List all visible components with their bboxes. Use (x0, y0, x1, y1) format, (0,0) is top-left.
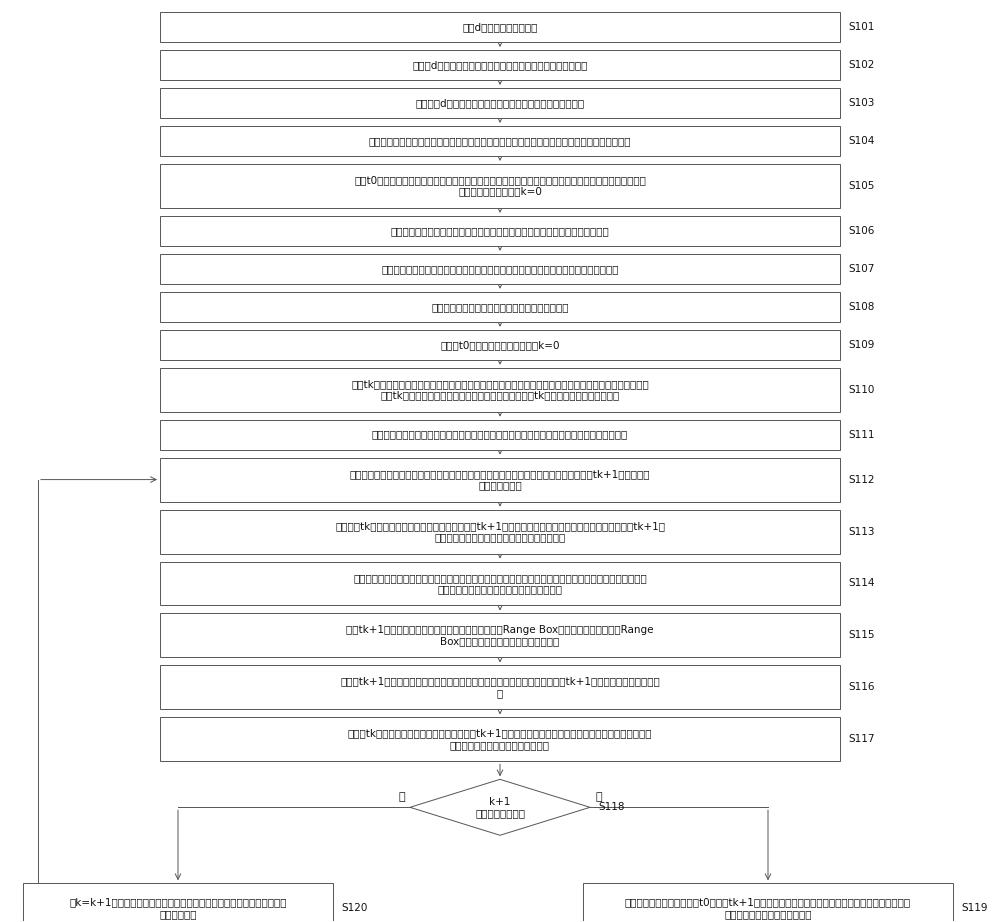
Text: S118: S118 (598, 802, 624, 812)
FancyBboxPatch shape (160, 717, 840, 762)
Text: S114: S114 (848, 578, 874, 588)
Text: 根据所述tk时刻的物质点的局部形变、所有节点在tk+1时刻的坐标，采用牛顿迭代法确定所述处理器上tk+1时
刻所述局部节点的热驱动力及局部温度刚度矩阵: 根据所述tk时刻的物质点的局部形变、所有节点在tk+1时刻的坐标，采用牛顿迭代法… (335, 521, 665, 542)
FancyBboxPatch shape (160, 126, 840, 156)
FancyBboxPatch shape (23, 883, 333, 922)
FancyBboxPatch shape (160, 420, 840, 450)
Text: 根据所述全局质量矩阵、全局节点力和全局加速度，采用最优迭理论进行时间离散，更新tk+1时刻的节点
坐标和节点速度: 根据所述全局质量矩阵、全局节点力和全局加速度，采用最优迭理论进行时间离散，更新t… (350, 468, 650, 491)
FancyBboxPatch shape (160, 561, 840, 606)
Text: 根据各个所述处理器相互重叠的范围确定重叠节点: 根据各个所述处理器相互重叠的范围确定重叠节点 (431, 301, 569, 312)
FancyBboxPatch shape (583, 883, 953, 922)
Text: S104: S104 (848, 136, 874, 146)
Text: S117: S117 (848, 734, 874, 744)
Text: 否: 否 (398, 792, 405, 802)
FancyBboxPatch shape (160, 164, 840, 207)
Text: k+1
等于所述计算步数: k+1 等于所述计算步数 (475, 797, 525, 818)
Text: S115: S115 (848, 631, 874, 641)
Text: 是: 是 (595, 792, 602, 802)
FancyBboxPatch shape (160, 88, 840, 118)
Text: S111: S111 (848, 430, 874, 440)
Text: S116: S116 (848, 682, 874, 692)
Text: S113: S113 (848, 526, 874, 537)
FancyBboxPatch shape (160, 368, 840, 411)
Text: 根据所述物质点的邻域节点确定所述处理器上所有物质点邻域所覆盖的空间范围: 根据所述物质点的邻域节点确定所述处理器上所有物质点邻域所覆盖的空间范围 (391, 226, 609, 236)
Text: 令k=k+1，并根据该时刻所述物质点坐标、体积以及密度确定物质点邻域
所覆盖的范围: 令k=k+1，并根据该时刻所述物质点坐标、体积以及密度确定物质点邻域 所覆盖的范… (69, 897, 287, 919)
Text: 给定tk时刻各个所述处理器上所有节点以及所述重叠节点的局部质量对角矩阵、局部节点力和局部加速度，
给定tk时刻的物质点坐标，以及采用局部插值函数计算tk时刻物质: 给定tk时刻各个所述处理器上所有节点以及所述重叠节点的局部质量对角矩阵、局部节点… (351, 379, 649, 400)
Text: 初始化t0时刻的物质点坐标；设定k=0: 初始化t0时刻的物质点坐标；设定k=0 (440, 339, 560, 349)
Text: S110: S110 (848, 384, 874, 395)
Text: S101: S101 (848, 22, 874, 32)
FancyBboxPatch shape (160, 457, 840, 502)
Text: 根据所述处理器上所有节点以及所述重叠节点的局部质量对角矩阵、局部节点力和局部加速度: 根据所述处理器上所有节点以及所述重叠节点的局部质量对角矩阵、局部节点力和局部加速… (372, 430, 628, 440)
Text: S103: S103 (848, 98, 874, 108)
Text: S119: S119 (961, 904, 988, 913)
FancyBboxPatch shape (160, 613, 840, 657)
FancyBboxPatch shape (160, 666, 840, 709)
Polygon shape (410, 779, 590, 835)
FancyBboxPatch shape (160, 510, 840, 553)
Text: S112: S112 (848, 475, 874, 485)
FancyBboxPatch shape (160, 330, 840, 360)
Text: S107: S107 (848, 264, 874, 274)
Text: 根据tk+1时刻所述节点的坐标确定更新后该处理器的Range Box，并根据所述处理器的Range
Box确定各个所述处理器相互重叠的范围: 根据tk+1时刻所述节点的坐标确定更新后该处理器的Range Box，并根据所述… (346, 625, 654, 646)
FancyBboxPatch shape (160, 12, 840, 42)
Text: 根据在tk时刻所述物质点的局部变形数据确定tk+1时刻的节点的形变数据；所述节点的形变数据包括节点
力、节点动量矩阵以及节点质量矩阵: 根据在tk时刻所述物质点的局部变形数据确定tk+1时刻的节点的形变数据；所述节点… (348, 728, 652, 751)
Text: 根据在tk+1时刻所有节点的坐标、更新物质点的坐标、体积、密度，并确定在tk+1时刻物质点的局部变形数
据: 根据在tk+1时刻所有节点的坐标、更新物质点的坐标、体积、密度，并确定在tk+1… (340, 677, 660, 698)
Text: S120: S120 (341, 904, 367, 913)
FancyBboxPatch shape (160, 254, 840, 284)
Text: 根据t0时刻每一所述处理器上各个物质点与所述节点集的坐标以及所述物质点的邻域范围确定每个所述物
质点的邻域节点；设定k=0: 根据t0时刻每一所述处理器上各个物质点与所述节点集的坐标以及所述物质点的邻域范围… (354, 175, 646, 196)
Text: 将所述d维的连续介质问题域进行离散，得到物质点集和节点集: 将所述d维的连续介质问题域进行离散，得到物质点集和节点集 (412, 60, 588, 70)
Text: 根据各处理器上所得到的局部节点的热驱动力及局部温度刚度矩阵，组合成在全局节点上的热驱动力和全局
温度刚度矩阵，并计算得到全局节点的温度场: 根据各处理器上所得到的局部节点的热驱动力及局部温度刚度矩阵，组合成在全局节点上的… (353, 573, 647, 595)
FancyBboxPatch shape (160, 291, 840, 322)
Text: 根据所述处理器所有物质点邻域所覆盖的空间范围确定各个所述处理器相互重叠的范围: 根据所述处理器所有物质点邻域所覆盖的空间范围确定各个所述处理器相互重叠的范围 (381, 264, 619, 274)
Text: S108: S108 (848, 301, 874, 312)
Text: 则根据所述物质点和节点从t0时刻到tk+1时刻形变数据和坐标变化以及温度场变化确定强热流固耦
合问题的解；完成动态响应分析: 则根据所述物质点和节点从t0时刻到tk+1时刻形变数据和坐标变化以及温度场变化确… (625, 897, 911, 919)
Text: 获取所述d维的连续介质问题域的计算步数以及处理器的个数: 获取所述d维的连续介质问题域的计算步数以及处理器的个数 (415, 98, 585, 108)
Text: 根据所述处理器的个数对所述物质点集进行划分，并将划分后的物质点集分别发送到各处理器中: 根据所述处理器的个数对所述物质点集进行划分，并将划分后的物质点集分别发送到各处理… (369, 136, 631, 146)
FancyBboxPatch shape (160, 216, 840, 246)
Text: S105: S105 (848, 181, 874, 191)
Text: 获取d维的连续介质问题域: 获取d维的连续介质问题域 (462, 22, 538, 32)
Text: S102: S102 (848, 60, 874, 70)
Text: S109: S109 (848, 339, 874, 349)
FancyBboxPatch shape (160, 50, 840, 80)
Text: S106: S106 (848, 226, 874, 236)
